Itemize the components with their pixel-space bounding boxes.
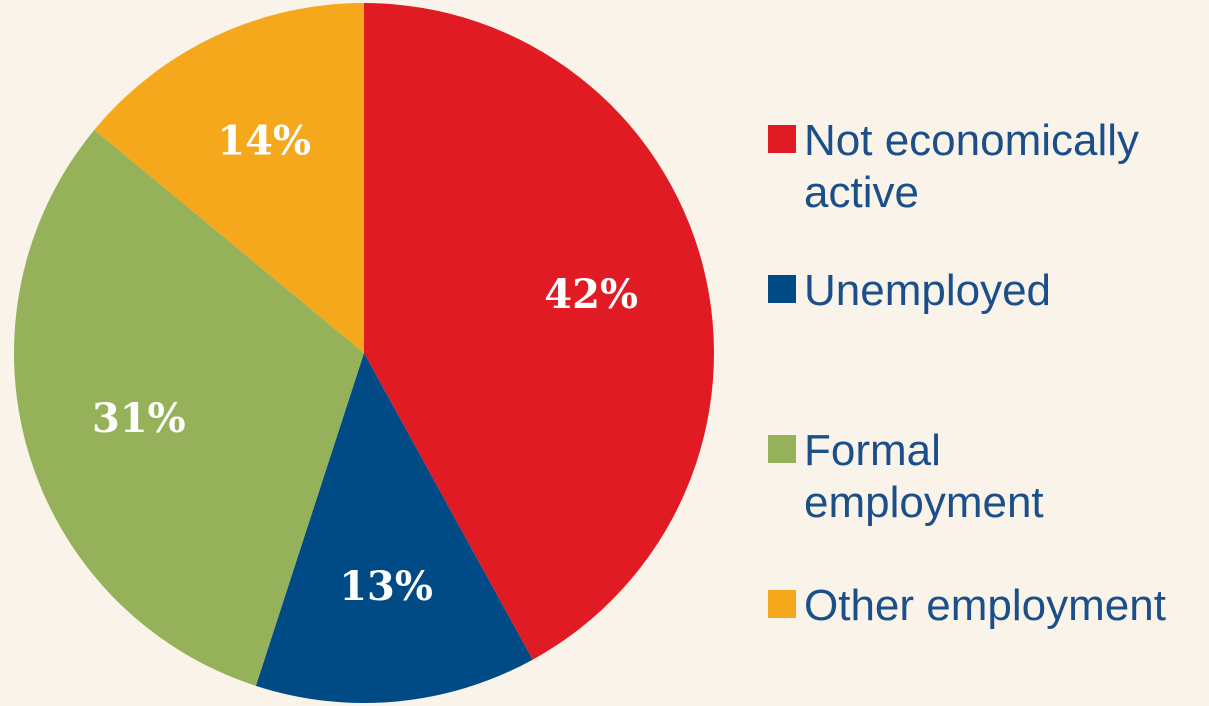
legend-swatch-formal-employment	[768, 435, 796, 463]
pie-slices	[13, 3, 715, 703]
legend-label-not-economically-active: Not economically active	[804, 116, 1139, 217]
slice-other-employment	[94, 3, 364, 353]
legend-item-other-employment: Other employment	[768, 581, 1166, 630]
slice-not-economically-active	[364, 3, 715, 660]
legend-label-formal-employment: Formal employment	[804, 426, 1044, 527]
legend-item-not-economically-active: Not economically active	[768, 116, 1139, 217]
legend-item-unemployed: Unemployed	[768, 266, 1051, 315]
legend-swatch-unemployed	[768, 275, 796, 303]
slice-label-unemployed: 13%	[339, 563, 433, 610]
slice-labels: 42% 13% 31% 14%	[92, 117, 638, 610]
legend-swatch-not-economically-active	[768, 125, 796, 153]
slice-formal-employment	[13, 129, 364, 686]
slice-label-not-economically-active: 42%	[544, 271, 638, 318]
legend-label-unemployed: Unemployed	[804, 266, 1051, 315]
legend-item-formal-employment: Formal employment	[768, 426, 1044, 527]
legend-label-other-employment: Other employment	[804, 581, 1166, 630]
slice-unemployed	[255, 353, 533, 703]
slice-label-other-employment: 14%	[217, 117, 311, 164]
slice-label-formal-employment: 31%	[92, 395, 186, 442]
legend: Not economically active Unemployed Formal em…	[768, 116, 1166, 630]
legend-swatch-other-employment	[768, 590, 796, 618]
